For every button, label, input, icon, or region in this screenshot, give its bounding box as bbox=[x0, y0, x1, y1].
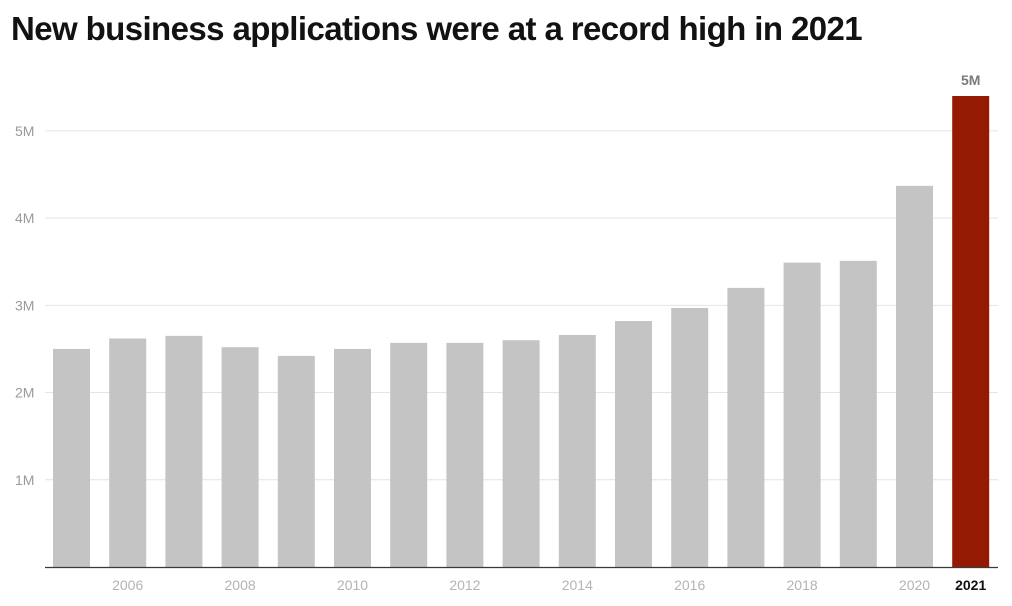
labels: 1M 2M 3M 4M 5M 2006 2008 2010 2012 2014 2016 2018 20… bbox=[15, 72, 986, 593]
bar-2005 bbox=[53, 348, 90, 567]
x-tick-label: 2010 bbox=[337, 577, 368, 593]
bar-2014 bbox=[558, 334, 596, 567]
bar-2021 bbox=[952, 96, 990, 567]
x-tick-label: 2018 bbox=[787, 577, 818, 593]
bar-2008 bbox=[221, 347, 259, 567]
y-tick-label: 3M bbox=[15, 297, 34, 313]
bar-2012 bbox=[446, 342, 484, 567]
bar-2013 bbox=[502, 340, 540, 567]
bar-2016 bbox=[671, 307, 709, 567]
bar-2010 bbox=[334, 348, 371, 567]
y-tick-label: 4M bbox=[15, 210, 34, 226]
x-tick-label: 2016 bbox=[674, 577, 705, 593]
y-tick-label: 5M bbox=[15, 123, 34, 139]
bar-2011 bbox=[390, 342, 428, 567]
bar-data-label: 5M bbox=[961, 72, 980, 88]
chart-title: New business applications were at a reco… bbox=[11, 10, 863, 47]
bar-2017 bbox=[727, 287, 765, 567]
bar-2009 bbox=[277, 355, 315, 567]
bar-2019 bbox=[839, 260, 877, 567]
x-tick-label: 2008 bbox=[225, 577, 256, 593]
bar-2006 bbox=[109, 338, 147, 567]
bars bbox=[53, 96, 990, 568]
x-tick-label: 2006 bbox=[112, 577, 143, 593]
x-tick-label: 2020 bbox=[899, 577, 930, 593]
bar-2007 bbox=[165, 335, 203, 567]
x-tick-label: 2012 bbox=[449, 577, 480, 593]
y-tick-label: 2M bbox=[15, 385, 34, 401]
x-tick-label: 2021 bbox=[955, 577, 986, 593]
bar-2015 bbox=[615, 321, 652, 567]
bar-2020 bbox=[896, 185, 933, 568]
x-tick-label: 2014 bbox=[562, 577, 593, 593]
bar-2018 bbox=[783, 262, 821, 567]
y-tick-label: 1M bbox=[15, 472, 34, 488]
